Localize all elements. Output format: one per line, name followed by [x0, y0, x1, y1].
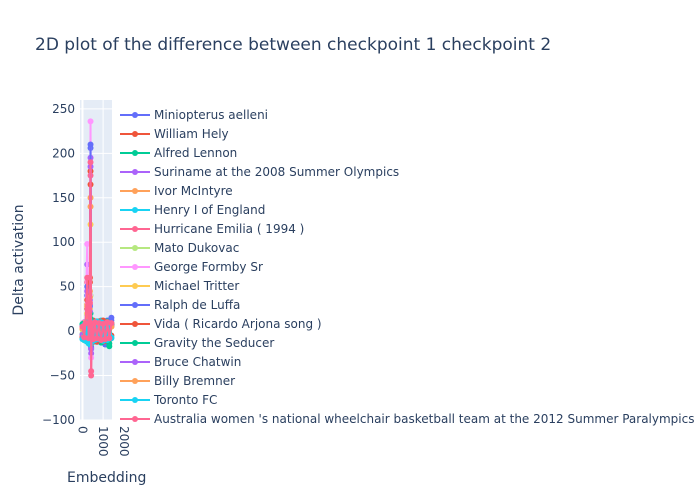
x-tick-label: 1000 — [96, 426, 110, 457]
legend-item[interactable]: Mato Dukovac — [120, 241, 239, 255]
x-axis-label: Embedding — [67, 470, 146, 486]
legend-item[interactable]: Gravity the Seducer — [120, 336, 274, 350]
legend-item[interactable]: Bruce Chatwin — [120, 355, 241, 369]
legend-marker — [132, 359, 138, 365]
data-point — [88, 372, 95, 379]
data-point — [86, 299, 93, 306]
legend-label: Miniopterus aelleni — [154, 108, 268, 122]
y-tick-label: −50 — [50, 369, 75, 383]
plot-series — [79, 118, 115, 379]
legend-marker — [132, 264, 138, 270]
legend-label: Bruce Chatwin — [154, 355, 241, 369]
legend-item[interactable]: Ralph de Luffa — [120, 298, 240, 312]
legend-label: Hurricane Emilia ( 1994 ) — [154, 222, 304, 236]
legend-marker — [132, 245, 138, 251]
y-tick-label: 100 — [52, 235, 75, 249]
legend-label: William Hely — [154, 127, 229, 141]
y-tick-label: 50 — [60, 280, 75, 294]
legend-marker — [132, 302, 138, 308]
data-point — [84, 241, 91, 247]
legend-marker — [132, 283, 138, 289]
legend[interactable]: Miniopterus aelleni William Hely Alfred Le… — [120, 108, 694, 426]
legend-label: Toronto FC — [153, 393, 217, 407]
legend-item[interactable]: Vida ( Ricardo Arjona song ) — [120, 317, 322, 331]
y-axis-label: Delta activation — [11, 204, 27, 315]
legend-label: Mato Dukovac — [154, 241, 239, 255]
x-tick-label: 0 — [75, 426, 89, 434]
legend-marker — [132, 150, 138, 156]
x-axis-ticks: 0 1000 2000 — [75, 426, 130, 457]
legend-item[interactable]: George Formby Sr — [120, 260, 263, 274]
y-tick-label: −100 — [42, 413, 75, 427]
legend-item[interactable]: Suriname at the 2008 Summer Olympics — [120, 165, 399, 179]
legend-label: Henry I of England — [154, 203, 265, 217]
y-tick-label: 0 — [67, 324, 75, 338]
data-point — [87, 118, 94, 125]
data-point — [85, 335, 92, 342]
y-axis-ticks: −100 −50 0 50 100 150 200 250 — [42, 102, 75, 427]
legend-marker — [132, 169, 138, 175]
legend-marker — [132, 226, 138, 232]
legend-item[interactable]: Alfred Lennon — [120, 146, 237, 160]
data-point — [87, 141, 94, 148]
legend-label: Alfred Lennon — [154, 146, 237, 160]
legend-marker — [132, 397, 138, 403]
legend-marker — [132, 321, 138, 327]
data-point — [106, 335, 113, 342]
legend-marker — [132, 416, 138, 422]
y-tick-label: 150 — [52, 191, 75, 205]
legend-marker — [132, 112, 138, 118]
chart-title: 2D plot of the difference between checkp… — [35, 35, 551, 55]
y-tick-label: 250 — [52, 102, 75, 116]
x-tick-label: 2000 — [117, 426, 131, 457]
legend-label: Billy Bremner — [154, 374, 235, 388]
y-tick-label: 200 — [52, 146, 75, 160]
legend-marker — [132, 378, 138, 384]
legend-item[interactable]: Toronto FC — [120, 393, 217, 407]
legend-item[interactable]: Henry I of England — [120, 203, 265, 217]
data-point — [87, 159, 94, 166]
legend-label: George Formby Sr — [154, 260, 263, 274]
legend-label: Michael Tritter — [154, 279, 239, 293]
legend-item[interactable]: Ivor McIntyre — [120, 184, 233, 198]
legend-marker — [132, 207, 138, 213]
data-point — [88, 368, 95, 375]
legend-item[interactable]: Miniopterus aelleni — [120, 108, 268, 122]
legend-marker — [132, 188, 138, 194]
legend-label: Australia women 's national wheelchair b… — [154, 412, 694, 426]
data-point — [84, 274, 91, 281]
legend-marker — [132, 131, 138, 137]
legend-item[interactable]: William Hely — [120, 127, 229, 141]
legend-label: Ivor McIntyre — [154, 184, 233, 198]
plot-background — [80, 100, 112, 420]
legend-marker — [132, 340, 138, 346]
legend-label: Vida ( Ricardo Arjona song ) — [154, 317, 322, 331]
data-point — [108, 320, 115, 327]
legend-item[interactable]: Billy Bremner — [120, 374, 235, 388]
legend-item[interactable]: Michael Tritter — [120, 279, 239, 293]
legend-label: Gravity the Seducer — [154, 336, 274, 350]
data-point — [81, 334, 88, 341]
data-point — [82, 320, 89, 327]
legend-label: Ralph de Luffa — [154, 298, 240, 312]
legend-item[interactable]: Australia women 's national wheelchair b… — [120, 412, 694, 426]
legend-item[interactable]: Hurricane Emilia ( 1994 ) — [120, 222, 304, 236]
legend-label: Suriname at the 2008 Summer Olympics — [154, 165, 399, 179]
